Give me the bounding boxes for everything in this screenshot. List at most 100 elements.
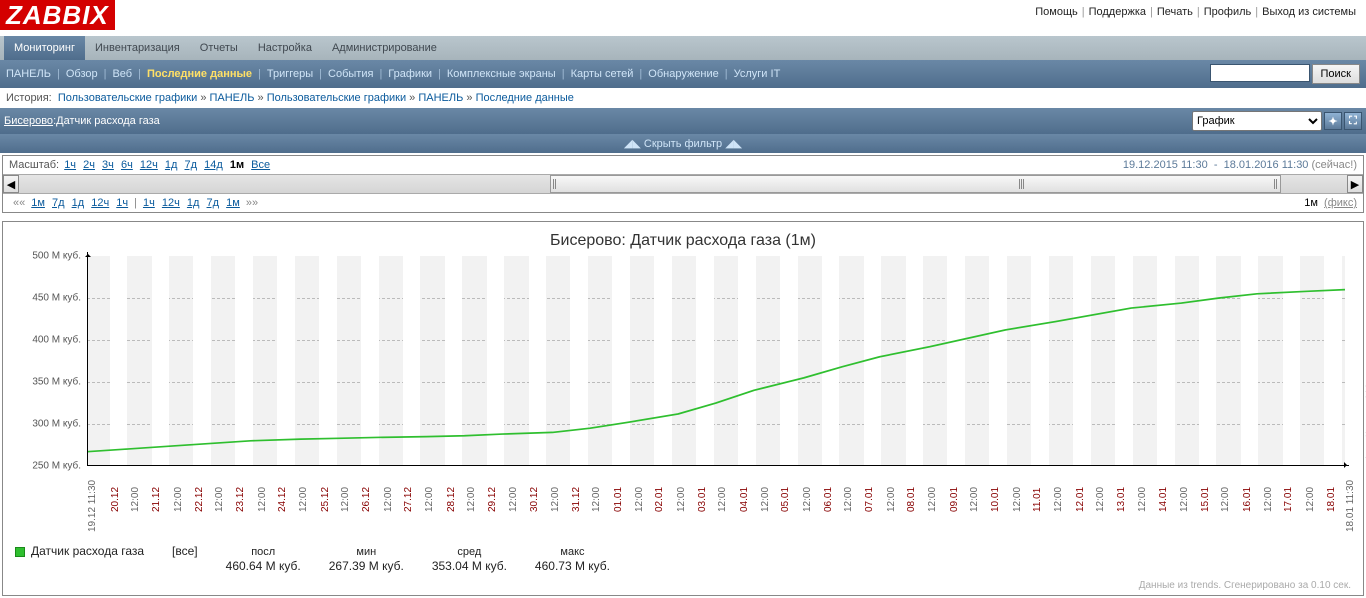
- x-tick-label: 12:00: [634, 487, 645, 512]
- zoom-option[interactable]: 12ч: [140, 159, 158, 171]
- zoom-option[interactable]: 14д: [204, 159, 223, 171]
- top-link[interactable]: Профиль: [1204, 6, 1252, 18]
- legend-stat: посл460.64 М куб.: [226, 546, 301, 574]
- page-title-host[interactable]: Бисерово: [4, 115, 53, 127]
- subnav-item[interactable]: Обзор: [66, 68, 98, 80]
- zoom-option[interactable]: 6ч: [121, 159, 133, 171]
- scroll-right-button[interactable]: ▶: [1347, 175, 1363, 193]
- nav-fwd-link[interactable]: 7д: [207, 197, 220, 209]
- chart-container: Бисерово: Датчик расхода газа (1м) 500 М…: [2, 221, 1364, 596]
- subnav-item[interactable]: События: [328, 68, 373, 80]
- fixed-link[interactable]: (фикс): [1324, 197, 1357, 209]
- x-tick-label: 15.01: [1200, 487, 1211, 512]
- main-tab[interactable]: Администрирование: [322, 36, 447, 60]
- nav-fwd-arrows: »»: [246, 197, 258, 209]
- x-tick-label: 12:00: [1179, 487, 1190, 512]
- page-header: Бисерово : Датчик расхода газа График ✦ …: [0, 108, 1366, 134]
- zoom-option[interactable]: 1д: [165, 159, 178, 171]
- x-tick-label: 08.01: [906, 487, 917, 512]
- history-crumb[interactable]: ПАНЕЛЬ: [210, 92, 255, 104]
- time-scrollbar[interactable]: [19, 175, 1347, 193]
- zabbix-logo[interactable]: ZABBIX: [0, 0, 115, 30]
- nav-back-arrows: ««: [13, 197, 25, 209]
- main-tab[interactable]: Мониторинг: [4, 36, 85, 60]
- subnav-item[interactable]: Графики: [388, 68, 432, 80]
- view-type-select[interactable]: График: [1192, 111, 1322, 131]
- top-link[interactable]: Помощь: [1035, 6, 1078, 18]
- y-tick-label: 500 М куб.: [32, 251, 87, 262]
- main-tab[interactable]: Инвентаризация: [85, 36, 190, 60]
- x-tick-label: 28.12: [446, 487, 457, 512]
- x-tick-label: 12:00: [843, 487, 854, 512]
- x-tick-label: 01.01: [613, 487, 624, 512]
- scroll-left-button[interactable]: ◀: [3, 175, 19, 193]
- filter-toggle[interactable]: ◢◣ Скрыть фильтр ◢◣: [0, 134, 1366, 153]
- history-crumb[interactable]: Последние данные: [476, 92, 574, 104]
- top-link[interactable]: Поддержка: [1089, 6, 1146, 18]
- x-labels: 19.12 11:3020.1212:0021.1212:0022.1212:0…: [87, 466, 1345, 536]
- history-crumb[interactable]: ПАНЕЛЬ: [418, 92, 463, 104]
- subnav-item[interactable]: ПАНЕЛЬ: [6, 68, 51, 80]
- nav-fwd-link[interactable]: 12ч: [162, 197, 180, 209]
- history-crumb[interactable]: Пользовательские графики: [58, 92, 197, 104]
- x-tick-label: 12:00: [1220, 487, 1231, 512]
- x-tick-label: 18.01 11:30: [1345, 480, 1356, 532]
- subnav-item[interactable]: Веб: [112, 68, 132, 80]
- x-tick-label: 30.12: [529, 487, 540, 512]
- fullscreen-icon[interactable]: ⛶: [1344, 112, 1362, 130]
- scroll-handle[interactable]: [550, 175, 1280, 193]
- zoom-label: Масштаб:: [9, 159, 59, 171]
- x-tick-label: 12:00: [466, 487, 477, 512]
- legend-stat: сред353.04 М куб.: [432, 546, 507, 574]
- subnav-item[interactable]: Обнаружение: [648, 68, 718, 80]
- zoom-all[interactable]: Все: [251, 159, 270, 171]
- subnav-item[interactable]: Услуги IT: [734, 68, 781, 80]
- zoom-option[interactable]: 2ч: [83, 159, 95, 171]
- nav-fwd-link[interactable]: 1ч: [143, 197, 155, 209]
- x-tick-label: 12:00: [550, 487, 561, 512]
- x-tick-label: 24.12: [277, 487, 288, 512]
- nav-back-link[interactable]: 1ч: [116, 197, 128, 209]
- history-crumb[interactable]: Пользовательские графики: [267, 92, 406, 104]
- main-tab[interactable]: Отчеты: [190, 36, 248, 60]
- x-tick-label: 18.01: [1326, 487, 1337, 512]
- subnav-item[interactable]: Триггеры: [267, 68, 313, 80]
- x-tick-label: 12:00: [591, 487, 602, 512]
- x-tick-label: 11.01: [1032, 488, 1043, 512]
- nav-back-link[interactable]: 12ч: [91, 197, 109, 209]
- x-tick-label: 12:00: [969, 487, 980, 512]
- x-tick-label: 14.01: [1158, 487, 1169, 512]
- x-tick-label: 21.12: [151, 487, 162, 512]
- search-button[interactable]: Поиск: [1312, 64, 1360, 84]
- subnav-item[interactable]: Комплексные экраны: [447, 68, 556, 80]
- nav-fwd-link[interactable]: 1д: [187, 197, 200, 209]
- x-tick-label: 02.01: [654, 487, 665, 512]
- top-link[interactable]: Выход из системы: [1262, 6, 1356, 18]
- y-tick-label: 450 М куб.: [32, 293, 87, 304]
- nav-back-link[interactable]: 1д: [72, 197, 85, 209]
- x-tick-label: 13.01: [1116, 487, 1127, 512]
- zoom-option[interactable]: 7д: [185, 159, 198, 171]
- search-input[interactable]: [1210, 64, 1310, 82]
- nav-back-link[interactable]: 1м: [31, 197, 45, 209]
- subnav-item[interactable]: Карты сетей: [571, 68, 634, 80]
- nav-fwd-link[interactable]: 1м: [226, 197, 240, 209]
- x-tick-label: 05.01: [780, 487, 791, 512]
- x-tick-label: 12:00: [298, 487, 309, 512]
- main-tab[interactable]: Настройка: [248, 36, 322, 60]
- chart-line: [87, 290, 1345, 452]
- history-breadcrumb: История: Пользовательские графики » ПАНЕ…: [0, 88, 1366, 108]
- add-favorite-icon[interactable]: ✦: [1324, 112, 1342, 130]
- x-tick-label: 12:00: [257, 487, 268, 512]
- zoom-option[interactable]: 1ч: [64, 159, 76, 171]
- zoom-option[interactable]: 3ч: [102, 159, 114, 171]
- x-tick-label: 12:00: [424, 487, 435, 512]
- y-axis: [87, 252, 88, 466]
- time-selector: Масштаб: 1ч 2ч 3ч 6ч 12ч 1д 7д 14д 1м Вс…: [2, 155, 1364, 213]
- subnav-item[interactable]: Последние данные: [147, 68, 252, 80]
- nav-back-link[interactable]: 7д: [52, 197, 65, 209]
- top-link[interactable]: Печать: [1157, 6, 1193, 18]
- y-tick-label: 300 М куб.: [32, 419, 87, 430]
- x-tick-label: 29.12: [487, 487, 498, 512]
- legend-stat: макс460.73 М куб.: [535, 546, 610, 574]
